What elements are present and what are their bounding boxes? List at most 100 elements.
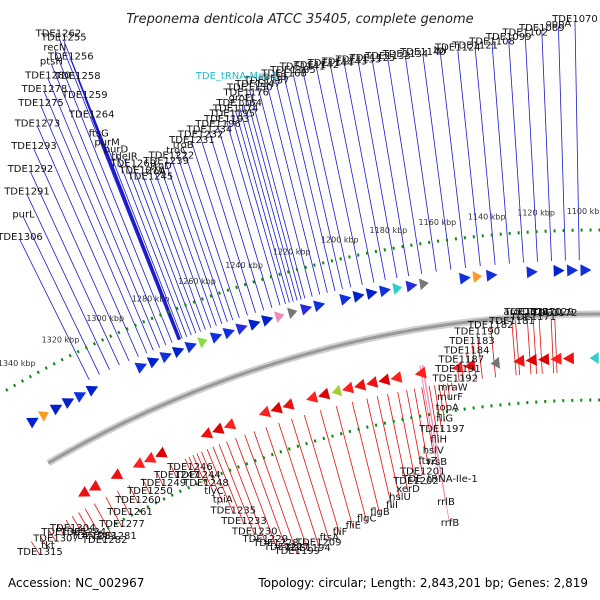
leader-line [201, 451, 224, 503]
rna-label-rrlb: rrlB [437, 497, 455, 508]
forward-gene-arrow [553, 264, 565, 277]
gene-label-tde1231: TDE1231 [168, 135, 215, 146]
forward-gene-arrow [486, 269, 498, 282]
gene-label-tde1273: TDE1273 [14, 119, 61, 130]
leader-line [98, 136, 180, 341]
reverse-gene-arrow [550, 352, 562, 365]
leader-line [150, 179, 206, 330]
gene-label-tde1244: TDE1244 [174, 470, 221, 481]
leader-line [344, 64, 386, 281]
leader-line [191, 142, 248, 316]
gene-label-tde1315: TDE1315 [16, 547, 63, 558]
scale-label: 1140 kbp [468, 212, 506, 221]
gene-label-tde1172: TDE1172 [531, 308, 578, 319]
genome-backbone-shadow [46, 310, 600, 467]
gene-label-tde1195: TDE1195 [208, 109, 255, 120]
leader-line [155, 174, 212, 328]
forward-gene-arrow [248, 319, 261, 331]
gene-label-purd: purD [104, 145, 129, 156]
leader-line [490, 327, 496, 378]
leader-line [532, 319, 537, 374]
leader-line [428, 386, 440, 443]
leader-line [558, 26, 566, 261]
leader-line [182, 147, 240, 319]
leader-line [19, 239, 90, 380]
gene-label-tde1157: TDE1157 [243, 75, 290, 86]
leader-line [291, 418, 330, 541]
leader-line [457, 50, 481, 267]
gene-label-tde1129: TDE1129 [527, 307, 574, 318]
leader-line [397, 391, 417, 485]
leader-line [266, 83, 321, 295]
leader-line [235, 437, 277, 547]
leader-line [77, 78, 181, 340]
leader-line [278, 422, 320, 546]
gene-label-tde1233: TDE1233 [220, 516, 267, 527]
gene-label-tde1140: TDE1140 [399, 47, 446, 58]
leader-line [54, 50, 173, 343]
leader-line [93, 503, 115, 540]
leader-line [249, 90, 306, 299]
gene-label-tde1196: TDE1196 [194, 119, 241, 130]
gene-label-tde1258: TDE1258 [54, 71, 101, 82]
forward-gene-arrow [184, 342, 197, 354]
gene-label-tde1293: TDE1293 [10, 141, 57, 152]
gene-label-tde1277: TDE1277 [98, 519, 145, 530]
leader-line [508, 40, 524, 263]
label-leader-lines [19, 21, 580, 556]
scale-label: 1300 kbp [86, 314, 124, 323]
leader-line [422, 54, 452, 270]
gene-label-tde1262: TDE1262 [35, 28, 82, 39]
gene-label-tde1070: TDE1070 [551, 14, 598, 25]
leader-line [71, 515, 84, 536]
gene-label-tde1280: TDE1280 [24, 70, 71, 81]
gene-label-purl: purL [12, 209, 35, 220]
gene-label-topa: topA [436, 403, 459, 414]
leader-line [421, 364, 447, 506]
leader-line [257, 86, 313, 297]
reverse-gene-arrow [282, 398, 295, 410]
gene-label-tde1307: TDE1307 [32, 534, 79, 545]
leader-line [165, 163, 223, 325]
leader-line [413, 388, 429, 465]
leader-line [574, 21, 580, 261]
leader-line [474, 48, 496, 265]
gene-label-tde1190: TDE1190 [454, 327, 501, 338]
leader-line [30, 171, 120, 366]
leader-line [275, 79, 328, 293]
gene-label-tde1099: TDE1099 [485, 32, 532, 43]
gene-label-aroc: aroC [503, 307, 526, 318]
leader-line [244, 434, 288, 551]
accession-text: Accession: NC_002967 [8, 576, 145, 590]
gene-label-tde1144: TDE1144 [307, 58, 354, 69]
gene-label-tde1292: TDE1292 [7, 164, 54, 175]
reverse-gene-arrow [88, 479, 102, 491]
gene-label-tde1264: TDE1264 [68, 109, 115, 120]
gene-label-tde1153: TDE1153 [335, 55, 382, 66]
gene-label-tde1194: TDE1194 [284, 543, 331, 554]
gene-label-tde1176: TDE1176 [222, 88, 269, 99]
leader-line [65, 519, 74, 532]
gene-label-tde1089: TDE1089 [518, 23, 565, 34]
reverse-rna-gene [589, 352, 599, 364]
forward-rna-gene [37, 411, 49, 422]
reverse-gene-arrow [110, 468, 124, 479]
topology-text: Topology: circular; Length: 2,843,201 bp… [258, 576, 588, 590]
gene-label-tde1227: TDE1227 [263, 542, 310, 553]
leader-line [330, 66, 375, 283]
leader-line [176, 153, 234, 321]
gene-label-tde1171: TDE1171 [510, 312, 557, 323]
rna-label-rrsb: rrsB [427, 457, 447, 468]
leader-line [526, 314, 532, 375]
leader-line [117, 490, 131, 516]
gene-label-tde1168: TDE1168 [260, 68, 307, 79]
gene-label-tde1125: TDE1125 [349, 53, 396, 64]
gene-label-tpl: tpl [434, 45, 447, 56]
leader-line [63, 40, 182, 340]
leader-line [105, 497, 123, 528]
leader-line [115, 152, 188, 337]
reverse-rna-gene [332, 384, 343, 397]
scale-label: 1260 kbp [178, 277, 216, 286]
scale-label: 1120 kbp [517, 209, 555, 218]
